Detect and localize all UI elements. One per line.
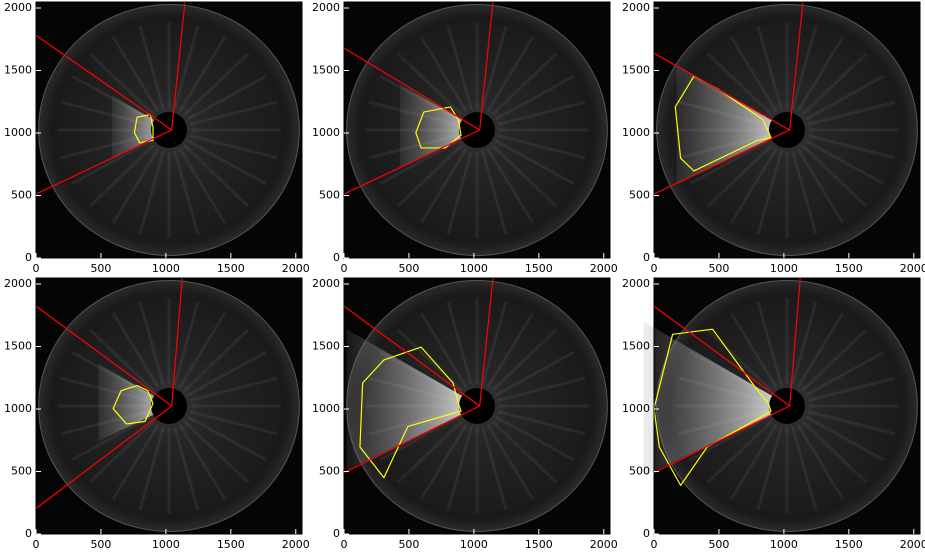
x-tick-label: 500 [90, 538, 111, 551]
x-tick-label: 500 [90, 262, 111, 275]
x-tick-label: 1500 [217, 262, 245, 275]
x-tick-label: 1500 [525, 538, 553, 551]
y-tick-label: 1000 [312, 126, 340, 139]
y-tick-label: 1500 [4, 340, 32, 353]
y-tick-label: 0 [25, 527, 32, 540]
x-tick-label: 1500 [217, 538, 245, 551]
x-tick-label: 2000 [900, 262, 925, 275]
y-tick-label: 2000 [4, 277, 32, 290]
y-tick-label: 1000 [622, 402, 650, 415]
y-tick-label: 0 [333, 251, 340, 264]
occulter [151, 112, 187, 148]
y-tick-label: 2000 [312, 1, 340, 14]
panel: 0 500 1000 1500 2000 0 500 1000 1500 2000 [622, 1, 925, 275]
occulter [151, 388, 187, 424]
panel: 0 500 1000 1500 2000 0 500 1000 1500 2000 [312, 277, 618, 551]
y-tick-label: 0 [643, 527, 650, 540]
occulter [459, 388, 495, 424]
x-tick-label: 0 [341, 538, 348, 551]
x-tick-label: 500 [708, 538, 729, 551]
x-tick-label: 1000 [770, 262, 798, 275]
x-tick-label: 500 [398, 538, 419, 551]
x-tick-label: 500 [708, 262, 729, 275]
y-tick-label: 500 [11, 465, 32, 478]
y-tick-label: 2000 [622, 1, 650, 14]
x-tick-label: 2000 [900, 538, 925, 551]
y-tick-label: 0 [643, 251, 650, 264]
x-tick-label: 1000 [152, 538, 180, 551]
y-tick-label: 500 [11, 189, 32, 202]
y-tick-label: 1500 [312, 340, 340, 353]
y-tick-label: 1500 [4, 64, 32, 77]
y-tick-label: 0 [25, 251, 32, 264]
figure: 0500100015002000050010001500200005001000… [0, 0, 925, 554]
x-tick-label: 0 [651, 262, 658, 275]
y-tick-label: 2000 [312, 277, 340, 290]
x-tick-label: 1000 [460, 538, 488, 551]
x-tick-label: 2000 [590, 538, 618, 551]
x-tick-label: 500 [398, 262, 419, 275]
x-tick-label: 2000 [282, 538, 310, 551]
y-tick-label: 2000 [4, 1, 32, 14]
x-tick-label: 1000 [152, 262, 180, 275]
y-tick-label: 1000 [622, 126, 650, 139]
x-tick-label: 1500 [835, 538, 863, 551]
y-tick-label: 0 [333, 527, 340, 540]
occulter [769, 112, 805, 148]
y-tick-label: 1000 [4, 402, 32, 415]
y-tick-label: 1000 [312, 402, 340, 415]
x-tick-label: 2000 [590, 262, 618, 275]
occulter [769, 388, 805, 424]
x-tick-label: 0 [341, 262, 348, 275]
x-tick-label: 0 [651, 538, 658, 551]
panel: 0 500 1000 1500 2000 0 500 1000 1500 2000 [4, 1, 310, 275]
occulter [459, 112, 495, 148]
y-tick-label: 500 [319, 465, 340, 478]
y-tick-label: 500 [629, 189, 650, 202]
x-tick-label: 1500 [525, 262, 553, 275]
x-tick-label: 1000 [460, 262, 488, 275]
y-tick-label: 500 [629, 465, 650, 478]
panel: 0 500 1000 1500 2000 0 500 1000 1500 2000 [4, 277, 310, 551]
panel: 0 500 1000 1500 2000 0 500 1000 1500 2000 [622, 277, 925, 551]
y-tick-label: 1000 [4, 126, 32, 139]
y-tick-label: 2000 [622, 277, 650, 290]
y-tick-label: 1500 [312, 64, 340, 77]
y-tick-label: 500 [319, 189, 340, 202]
y-tick-label: 1500 [622, 340, 650, 353]
x-tick-label: 0 [33, 262, 40, 275]
x-tick-label: 0 [33, 538, 40, 551]
x-tick-label: 2000 [282, 262, 310, 275]
y-tick-label: 1500 [622, 64, 650, 77]
panel: 0 500 1000 1500 2000 0 500 1000 1500 2000 [312, 1, 618, 275]
x-tick-label: 1000 [770, 538, 798, 551]
x-tick-label: 1500 [835, 262, 863, 275]
